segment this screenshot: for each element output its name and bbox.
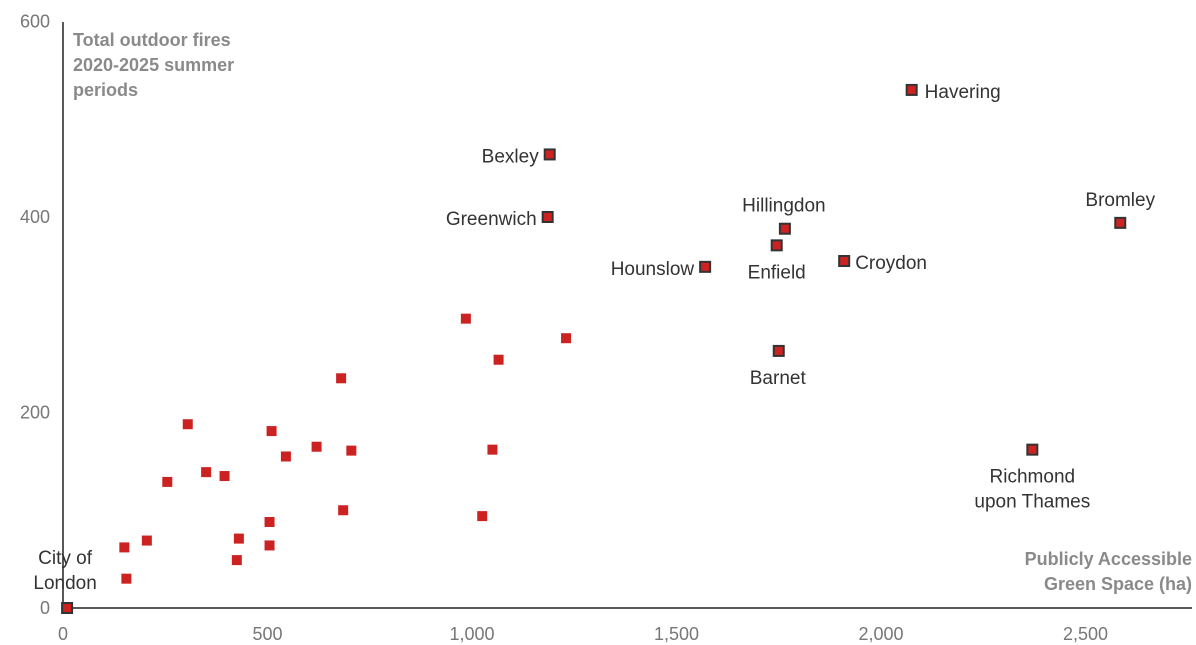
y-tick-labels: 0 200 400 600 <box>20 12 50 619</box>
y-axis-title-line-3: periods <box>73 80 138 100</box>
point-label-city-of-london: City of London <box>33 548 96 594</box>
x-tick-label: 2,000 <box>858 624 903 644</box>
data-point <box>338 505 349 516</box>
data-point <box>266 426 277 437</box>
x-tick-label: 1,000 <box>449 624 494 644</box>
data-point <box>493 354 504 365</box>
point-label-havering: Havering <box>925 82 1001 103</box>
data-point <box>219 471 230 482</box>
point-labels: City of London Bexley Greenwich Havering Hill… <box>33 82 1155 594</box>
point-label-croydon: Croydon <box>855 253 927 274</box>
data-point <box>141 535 152 546</box>
data-point <box>264 540 275 551</box>
x-tick-label: 0 <box>58 624 68 644</box>
x-tick-label: 2,500 <box>1063 624 1108 644</box>
point-label-bexley: Bexley <box>482 146 540 167</box>
y-tick-label: 0 <box>40 598 50 618</box>
point-label-bromley: Bromley <box>1085 190 1155 211</box>
data-point <box>162 476 173 487</box>
y-axis-title-line-2: 2020-2025 summer <box>73 55 234 75</box>
x-tick-label: 500 <box>252 624 282 644</box>
point-label-hillingdon: Hillingdon <box>742 196 825 217</box>
data-point <box>346 445 357 456</box>
data-point <box>778 222 791 235</box>
data-point <box>336 373 347 384</box>
x-tick-label: 1,500 <box>654 624 699 644</box>
data-point <box>182 419 193 430</box>
data-point <box>61 602 74 614</box>
data-point <box>1114 216 1127 229</box>
y-axis-title-line-1: Total outdoor fires <box>73 30 231 50</box>
data-point <box>838 254 851 267</box>
data-point <box>121 573 132 584</box>
data-point <box>770 239 783 252</box>
data-point <box>772 344 785 357</box>
data-point <box>543 148 556 161</box>
data-point <box>233 533 244 544</box>
data-point <box>119 542 130 553</box>
data-point <box>487 444 498 455</box>
data-point <box>280 451 291 462</box>
x-tick-labels: 0 500 1,000 1,500 2,000 2,500 <box>58 624 1108 644</box>
data-point <box>201 467 212 478</box>
point-label-enfield: Enfield <box>748 262 806 283</box>
x-axis-title-line-2: Green Space (ha) <box>1044 574 1192 594</box>
data-point <box>561 333 572 344</box>
data-point <box>1026 443 1039 456</box>
axes <box>62 22 1192 609</box>
y-tick-label: 200 <box>20 403 50 423</box>
y-tick-label: 400 <box>20 207 50 227</box>
point-label-barnet: Barnet <box>750 368 807 389</box>
data-point <box>264 516 275 527</box>
data-point <box>311 441 322 452</box>
x-axis-title: Publicly Accessible Green Space (ha) <box>1025 549 1192 594</box>
data-points <box>61 83 1127 614</box>
data-point <box>460 313 471 324</box>
data-point <box>905 83 918 96</box>
x-axis-title-line-1: Publicly Accessible <box>1025 549 1192 569</box>
y-axis-title: Total outdoor fires 2020-2025 summer per… <box>73 30 234 100</box>
y-tick-label: 600 <box>20 12 50 32</box>
data-point <box>477 511 488 522</box>
point-label-richmond-upon-thames: Richmond upon Thames <box>974 467 1090 513</box>
data-point <box>699 260 712 273</box>
data-point <box>231 555 242 566</box>
point-label-greenwich: Greenwich <box>446 209 537 230</box>
point-label-hounslow: Hounslow <box>611 259 695 280</box>
data-point <box>541 211 554 223</box>
